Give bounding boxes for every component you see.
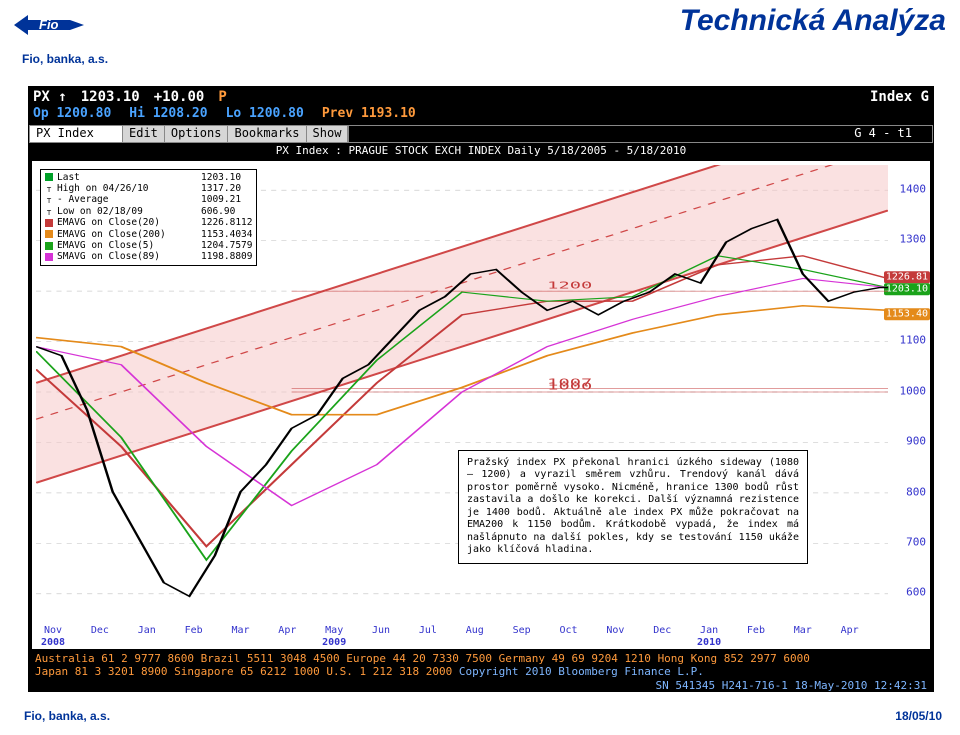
x-tick: Mar — [231, 625, 249, 637]
legend-row: Last1203.10 — [45, 172, 252, 183]
open: Op 1200.80 — [33, 107, 111, 125]
legend-row: EMAVG on Close(5)1204.7579 — [45, 240, 252, 251]
symbol: PX ↑ — [33, 89, 67, 105]
x-tick: Feb — [185, 625, 203, 637]
menu-show[interactable]: Show — [307, 125, 349, 143]
chart-frame[interactable]: 120010071000 Last1203.10⊤High on 04/26/1… — [31, 160, 931, 650]
legend-row: ⊤Low on 02/18/09606.90 — [45, 206, 252, 217]
x-tick: Mar — [794, 625, 812, 637]
terminal-header: PX ↑ 1203.10 +10.00 P Index G — [29, 87, 933, 107]
svg-text:1200: 1200 — [547, 279, 592, 291]
low: Lo 1200.80 — [226, 107, 304, 125]
legend-row: ⊤High on 04/26/101317.20 — [45, 183, 252, 194]
price-badge: 1203.10 — [884, 283, 930, 295]
terminal-ohlc: Op 1200.80 Hi 1208.20 Lo 1200.80 Prev 11… — [29, 107, 933, 125]
x-tick: Nov — [44, 625, 62, 637]
price-badge: 1153.40 — [884, 309, 930, 321]
menu-edit[interactable]: Edit — [123, 125, 165, 143]
callout-text: Pražský index PX překonal hranici úzkého… — [467, 457, 799, 556]
svg-text:Fio: Fio — [39, 17, 59, 32]
x-tick: May — [325, 625, 343, 637]
x-tick: Feb — [747, 625, 765, 637]
price-badge: 1226.81 — [884, 271, 930, 283]
y-tick: 1400 — [900, 184, 927, 197]
y-tick: 600 — [906, 587, 926, 600]
y-tick: 800 — [906, 486, 926, 499]
x-year: 2010 — [697, 637, 721, 649]
terminal-window: PX ↑ 1203.10 +10.00 P Index G Op 1200.80… — [28, 86, 934, 692]
quote-strip: Australia 61 2 9777 8600 Brazil 5511 304… — [31, 650, 931, 706]
chart-area[interactable]: 120010071000 Last1203.10⊤High on 04/26/1… — [36, 165, 888, 619]
y-tick: 700 — [906, 537, 926, 550]
y-tick: 1300 — [900, 234, 927, 247]
terminal-menubar: PX Index Edit Options Bookmarks Show G 4… — [29, 125, 933, 143]
analysis-callout: Pražský index PX překonal hranici úzkého… — [458, 450, 808, 564]
x-tick: Dec — [91, 625, 109, 637]
index-type: Index G — [870, 89, 929, 105]
legend-box: Last1203.10⊤High on 04/26/101317.20⊤- Av… — [40, 169, 257, 266]
menu-right: G 4 - t1 — [348, 125, 933, 143]
legend-row: EMAVG on Close(20)1226.8112 — [45, 217, 252, 228]
x-year: 2009 — [322, 637, 346, 649]
legend-row: EMAVG on Close(200)1153.4034 — [45, 229, 252, 240]
company-subtitle: Fio, banka, a.s. — [22, 52, 108, 66]
high: Hi 1208.20 — [129, 107, 207, 125]
menu-bookmarks[interactable]: Bookmarks — [228, 125, 306, 143]
x-tick: Jul — [419, 625, 437, 637]
x-tick: Jan — [700, 625, 718, 637]
x-tick: Apr — [841, 625, 859, 637]
index-label: PX Index : PRAGUE STOCK EXCH INDEX Daily… — [29, 143, 933, 158]
x-tick: Nov — [606, 625, 624, 637]
x-tick: Dec — [653, 625, 671, 637]
y-tick: 900 — [906, 436, 926, 449]
x-tick: Aug — [466, 625, 484, 637]
y-tick: 1000 — [900, 385, 927, 398]
ticker-input[interactable]: PX Index — [29, 125, 123, 143]
svg-text:1000: 1000 — [547, 380, 592, 392]
last-price: 1203.10 — [81, 89, 140, 105]
legend-row: ⊤- Average1009.21 — [45, 194, 252, 205]
flag: P — [218, 89, 226, 105]
x-tick: Apr — [278, 625, 296, 637]
y-tick: 1100 — [900, 335, 927, 348]
x-tick: Oct — [559, 625, 577, 637]
logo: Fio — [14, 6, 84, 44]
menu-options[interactable]: Options — [165, 125, 229, 143]
x-tick: Jan — [138, 625, 156, 637]
x-year: 2008 — [41, 637, 65, 649]
footer-right: 18/05/10 — [895, 709, 942, 723]
x-tick: Jun — [372, 625, 390, 637]
page-title: Technická Analýza — [680, 4, 946, 38]
prev: Prev 1193.10 — [322, 107, 416, 125]
legend-row: SMAVG on Close(89)1198.8809 — [45, 251, 252, 262]
change: +10.00 — [154, 89, 205, 105]
x-tick: Sep — [513, 625, 531, 637]
footer-left: Fio, banka, a.s. — [24, 709, 110, 723]
